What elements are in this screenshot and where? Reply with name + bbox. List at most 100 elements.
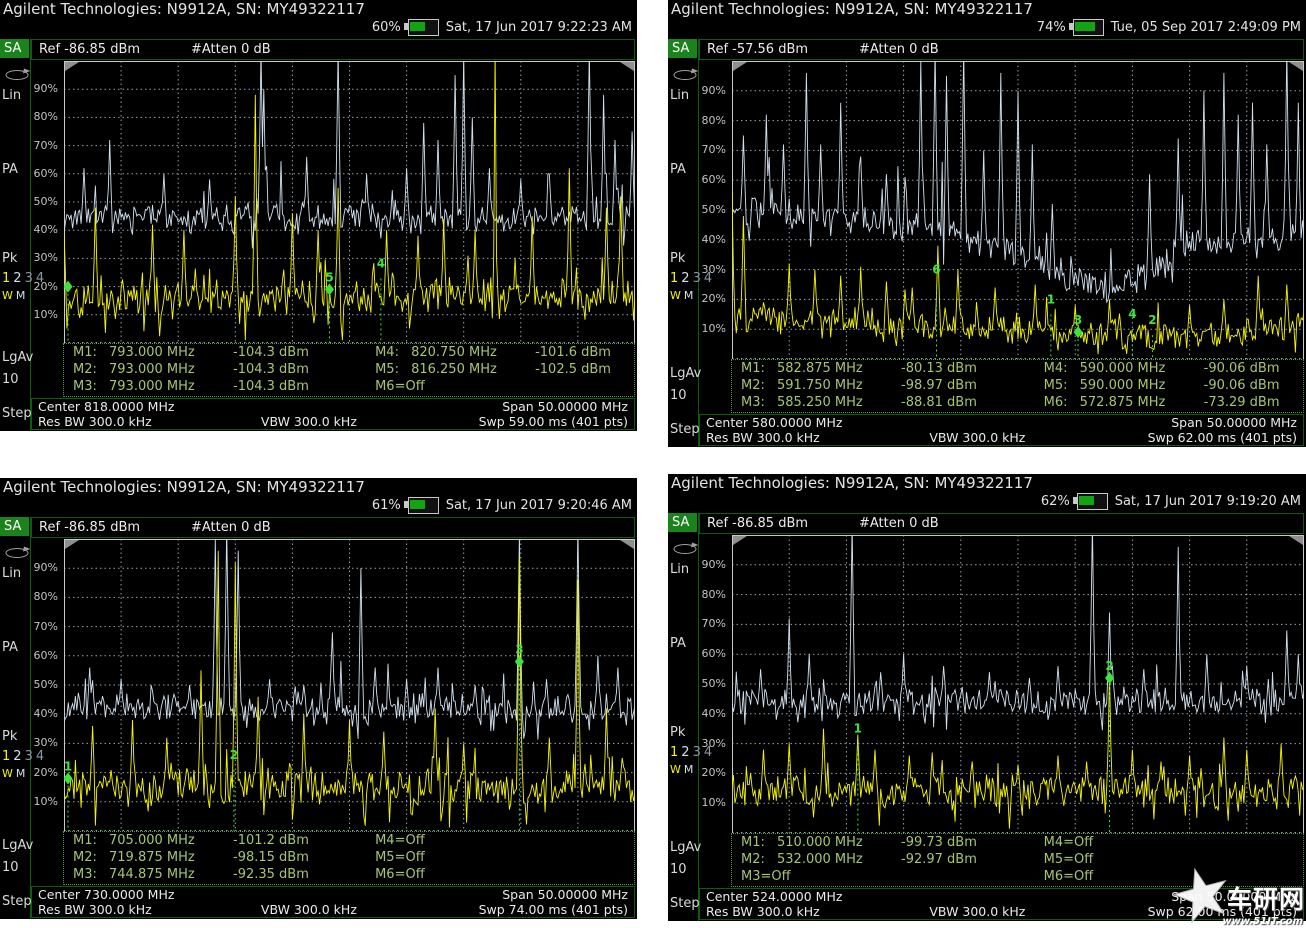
instrument-title: Agilent Technologies: N9912A, SN: MY4932…	[3, 478, 365, 496]
marker-level: -102.5 dBm	[535, 362, 611, 377]
reference-level-row: Ref -57.56 dBm #Atten 0 dB	[699, 39, 1304, 60]
marker-entry: M5: 816.250 MHz -102.5 dBm	[375, 362, 634, 378]
span-value: Span 50.00000 MHz	[1171, 415, 1297, 430]
marker-name: M5=Off	[1043, 852, 1094, 867]
tab-sa-mode[interactable]: SA	[668, 39, 697, 58]
attenuation-value: #Atten 0 dB	[191, 520, 271, 535]
center-frequency: Center 818.0000 MHz	[38, 399, 175, 414]
marker-row: M2: 719.875 MHz -98.15 dBm M5=Off	[64, 850, 634, 866]
reference-level-row: Ref -86.85 dBm #Atten 0 dB	[31, 517, 635, 538]
marker-diamond	[64, 772, 73, 785]
amplitude-tick-label: 60%	[33, 648, 58, 662]
marker-name: M6=Off	[375, 379, 425, 394]
amplitude-tick-label: 70%	[33, 619, 58, 633]
sweep-settings-bar: Center 580.0000 MHz Span 50.00000 MHz Re…	[699, 414, 1304, 446]
battery-nub	[403, 500, 408, 508]
corner-wedge-left	[65, 540, 79, 549]
marker-name: M5=Off	[375, 850, 425, 865]
peak-label: Pk	[2, 729, 18, 744]
panel-body: SA Lin PA Pk 1234 WM LgAv 10 Step Ref -8…	[0, 39, 637, 431]
marker-entry: M1: 793.000 MHz -104.3 dBm	[64, 345, 375, 361]
marker-freq	[411, 833, 535, 849]
tab-sa-mode[interactable]: SA	[0, 39, 29, 58]
marker-entry: M6: 572.875 MHz -73.29 dBm	[1044, 395, 1303, 411]
marker-name: M1:	[741, 361, 765, 376]
marker-entry: M3: 744.875 MHz -92.35 dBm	[64, 867, 375, 883]
preamp-label: PA	[670, 636, 686, 651]
sidebar-divider	[698, 39, 699, 447]
trace-yellow	[64, 550, 635, 828]
amplitude-tick-label: 80%	[701, 587, 726, 601]
corner-wedge-right	[1289, 62, 1303, 71]
grid-lines	[732, 535, 1304, 833]
marker-entry: M6=Off	[375, 867, 634, 883]
marker-table: M1: 705.000 MHz -101.2 dBm M4=Off M2: 719.875…	[63, 831, 635, 885]
amplitude-tick-label: 70%	[33, 138, 58, 152]
battery-nub	[1072, 496, 1077, 504]
preamp-label: PA	[2, 640, 18, 655]
marker-row: M1: 705.000 MHz -101.2 dBm M4=Off	[64, 833, 634, 849]
corner-wedge-right	[1289, 536, 1303, 545]
marker-freq: 793.000 MHz	[109, 379, 195, 394]
amplitude-tick-label: 70%	[701, 617, 726, 631]
marker-name: M2:	[741, 378, 765, 393]
marker-level: -73.29 dBm	[1203, 395, 1280, 410]
amplitude-tick-label: 90%	[33, 561, 58, 575]
marker-level: -98.15 dBm	[233, 850, 309, 865]
reference-level-row: Ref -86.85 dBm #Atten 0 dB	[31, 39, 635, 60]
marker-number: 5	[325, 270, 333, 284]
ref-level-value: Ref -86.85 dBm	[39, 42, 141, 57]
marker-row: M1: 793.000 MHz -104.3 dBm M4: 820.750 MHz -1…	[64, 345, 634, 361]
freq-row: Center 818.0000 MHz Span 50.00000 MHz	[32, 399, 634, 414]
battery-icon	[1072, 492, 1108, 510]
marker-level: -104.3 dBm	[233, 345, 309, 360]
ref-level-value: Ref -86.85 dBm	[707, 516, 809, 531]
amplitude-axis: 90% 80% 70% 60% 50% 40% 30% 20% 10%	[34, 61, 61, 343]
marker-freq: 719.875 MHz	[109, 850, 195, 865]
step-label: Step	[670, 422, 700, 437]
tab-sa-mode[interactable]: SA	[668, 513, 697, 532]
amplitude-tick-label: 80%	[33, 110, 58, 124]
instrument-title: Agilent Technologies: N9912A, SN: MY4932…	[671, 0, 1033, 18]
marker-entry: M1: 582.875 MHz -80.13 dBm	[732, 361, 1044, 377]
amplitude-tick-label: 20%	[33, 765, 58, 779]
marker-level: -92.97 dBm	[901, 852, 977, 867]
marker-level: -98.97 dBm	[901, 378, 977, 393]
amplitude-tick-label: 50%	[33, 678, 58, 691]
datetime-label: Tue, 05 Sep 2017 2:49:09 PM	[1110, 19, 1301, 35]
sweep-time-value: Swp 59.00 ms (401 pts)	[478, 414, 628, 429]
peak-label: Pk	[670, 725, 686, 740]
marker-freq: 582.875 MHz	[777, 361, 863, 376]
instrument-title: Agilent Technologies: N9912A, SN: MY4932…	[3, 0, 365, 18]
amplitude-tick-label: 40%	[33, 707, 58, 721]
plot-frame	[64, 539, 635, 831]
tab-sa-mode[interactable]: SA	[0, 517, 29, 536]
marker-name: M4=Off	[1043, 835, 1094, 850]
amplitude-tick-label: 50%	[33, 195, 58, 208]
marker-freq: 744.875 MHz	[109, 867, 195, 882]
battery-cells	[409, 20, 425, 35]
status-row: 62% Sat, 17 Jun 2017 9:19:20 AM	[1041, 491, 1301, 511]
trace-white	[732, 61, 1304, 304]
center-frequency: Center 730.0000 MHz	[38, 887, 175, 902]
average-count-label: 10	[2, 372, 19, 387]
marker-row: M3=Off M6=Off	[732, 869, 1303, 885]
center-frequency: Center 524.0000 MHz	[706, 889, 843, 904]
marker-entry: M4: 820.750 MHz -101.6 dBm	[375, 345, 634, 361]
marker-entry: M6=Off	[375, 379, 634, 395]
bw-row: Res BW 300.0 kHz VBW 300.0 kHz Swp 59.00…	[32, 414, 634, 429]
status-row: 61% Sat, 17 Jun 2017 9:20:46 AM	[372, 495, 632, 515]
battery-nub	[403, 22, 408, 30]
star-icon	[1174, 867, 1227, 924]
trace-white	[64, 61, 635, 249]
trace-yellow	[64, 61, 635, 341]
marker-freq: 585.250 MHz	[777, 395, 863, 410]
battery-cells	[1078, 494, 1094, 509]
step-label: Step	[670, 896, 700, 911]
sidebar-divider	[30, 39, 31, 431]
span-value: Span 50.00000 MHz	[502, 399, 628, 414]
corner-wedge-left	[733, 62, 747, 71]
marker-name: M3:	[73, 867, 97, 882]
continuous-sweep-icon	[671, 66, 699, 85]
